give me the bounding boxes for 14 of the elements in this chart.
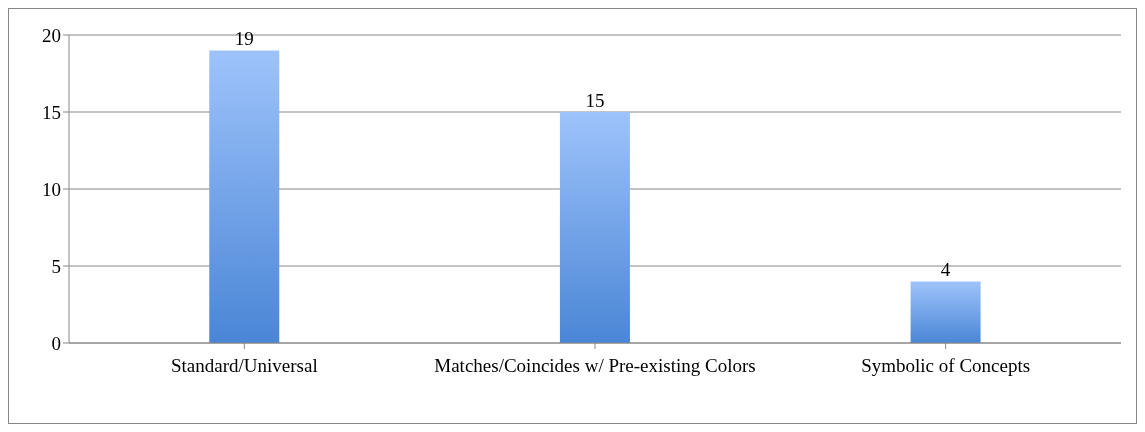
data-label: 15 — [585, 90, 605, 111]
y-tick-label: 15 — [42, 101, 61, 123]
x-tick-label: Symbolic of Concepts — [861, 355, 1031, 377]
y-tick-label: 20 — [42, 24, 61, 46]
x-tick-label: Matches/Coincides w/ Pre-existing Colors — [434, 355, 756, 377]
y-tick-label: 5 — [51, 255, 61, 277]
data-label: 4 — [940, 259, 951, 281]
data-label: 19 — [234, 28, 254, 50]
y-tick-label: 0 — [51, 332, 61, 354]
bar — [209, 50, 280, 343]
y-tick-label: 10 — [42, 178, 61, 200]
x-tick-label: Standard/Universal — [170, 355, 318, 377]
bar — [910, 281, 981, 343]
bar — [559, 112, 630, 343]
